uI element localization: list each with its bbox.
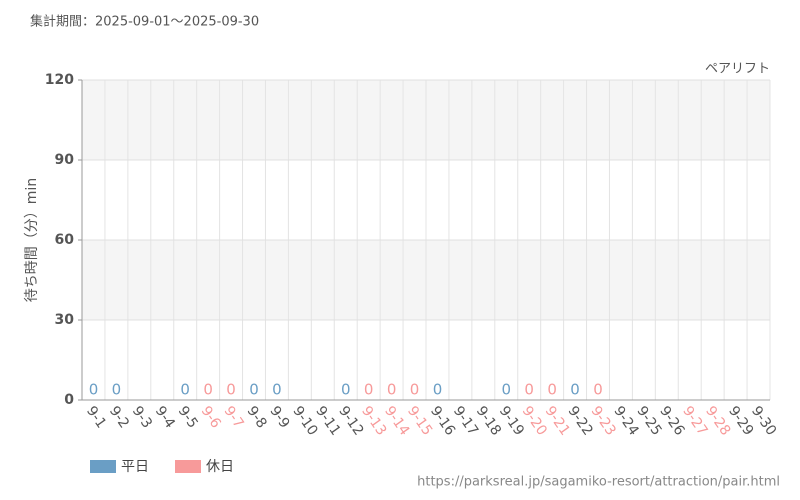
- x-tick-label: 9-19: [496, 403, 527, 438]
- x-tick-label: 9-23: [587, 403, 618, 438]
- y-tick-label: 120: [45, 72, 74, 88]
- data-label: 0: [593, 381, 603, 399]
- x-tick-label: 9-27: [679, 403, 710, 438]
- data-label: 0: [524, 381, 534, 399]
- data-label: 0: [547, 381, 557, 399]
- x-tick-label: 9-8: [243, 403, 269, 431]
- y-tick-label: 90: [55, 152, 75, 168]
- data-label: 0: [272, 381, 282, 399]
- source-url: https://parksreal.jp/sagamiko-resort/att…: [417, 475, 780, 490]
- data-label: 0: [387, 381, 397, 399]
- y-tick-label: 0: [64, 392, 74, 408]
- data-label: 0: [433, 381, 443, 399]
- x-tick-label: 9-29: [725, 403, 756, 438]
- x-tick-label: 9-4: [152, 403, 178, 431]
- x-tick-label: 9-13: [358, 403, 389, 438]
- x-tick-label: 9-28: [702, 403, 733, 438]
- data-label: 0: [112, 381, 122, 399]
- x-tick-label: 9-25: [633, 403, 664, 438]
- y-axis-label: 待ち時間（分）min: [24, 178, 40, 302]
- data-label: 0: [89, 381, 99, 399]
- x-tick-label: 9-2: [106, 403, 132, 431]
- data-label: 0: [341, 381, 351, 399]
- data-label: 0: [249, 381, 259, 399]
- x-tick-label: 9-21: [542, 403, 573, 438]
- data-label: 0: [501, 381, 511, 399]
- x-tick-label: 9-14: [381, 403, 412, 438]
- x-tick-label: 9-10: [289, 403, 320, 438]
- x-tick-label: 9-5: [175, 403, 201, 431]
- x-tick-label: 9-26: [656, 403, 687, 438]
- data-label: 0: [203, 381, 213, 399]
- x-tick-label: 9-3: [129, 403, 155, 431]
- data-label: 0: [570, 381, 580, 399]
- x-tick-label: 9-9: [266, 403, 292, 431]
- x-tick-label: 9-15: [404, 403, 435, 438]
- x-tick-label: 9-6: [198, 403, 224, 431]
- x-tick-label: 9-7: [221, 403, 247, 431]
- x-tick-label: 9-30: [748, 403, 779, 438]
- legend-label: 休日: [206, 459, 234, 475]
- x-tick-label: 9-22: [565, 403, 596, 438]
- period-header: 集計期間：2025-09-01～2025-09-30: [30, 14, 259, 30]
- x-tick-label: 9-12: [335, 403, 366, 438]
- x-tick-label: 9-17: [450, 403, 481, 438]
- x-tick-label: 9-11: [312, 403, 343, 438]
- data-label: 0: [226, 381, 236, 399]
- x-tick-label: 9-16: [427, 403, 458, 438]
- legend-swatch: [175, 460, 201, 473]
- data-label: 0: [180, 381, 190, 399]
- x-tick-label: 9-1: [83, 403, 109, 431]
- chart-title: ペアリフト: [705, 62, 770, 77]
- x-tick-label: 9-24: [610, 403, 641, 438]
- legend-label: 平日: [121, 459, 149, 475]
- y-tick-label: 30: [55, 312, 75, 328]
- data-label: 0: [364, 381, 374, 399]
- data-label: 0: [410, 381, 420, 399]
- legend-swatch: [90, 460, 116, 473]
- x-tick-label: 9-18: [473, 403, 504, 438]
- x-tick-label: 9-20: [519, 403, 550, 438]
- y-tick-label: 60: [55, 232, 75, 248]
